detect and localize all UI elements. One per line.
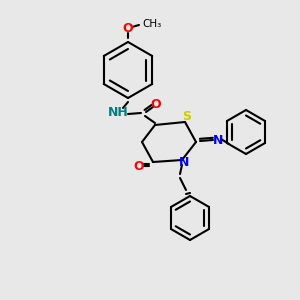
Text: S: S <box>182 110 191 122</box>
Text: NH: NH <box>108 106 128 118</box>
Text: N: N <box>179 155 189 169</box>
Text: N: N <box>213 134 223 146</box>
Text: O: O <box>134 160 144 172</box>
Text: CH₃: CH₃ <box>142 19 161 29</box>
Text: O: O <box>123 22 133 34</box>
Text: O: O <box>151 98 161 110</box>
